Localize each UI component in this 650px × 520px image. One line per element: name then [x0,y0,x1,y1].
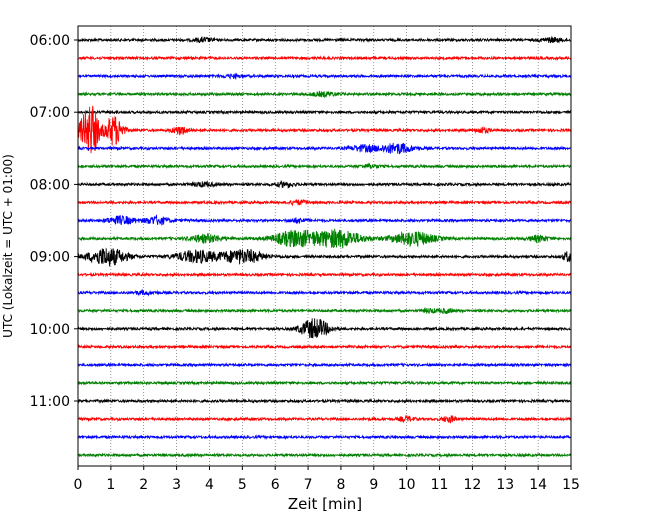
seismogram-traces [77,35,572,459]
x-tick-label-1: 1 [106,477,115,493]
trace-0715 [77,105,572,154]
trace-1145 [77,452,572,459]
trace-0800 [77,179,572,189]
y-tick-label-0800: 08:00 [30,177,70,193]
y-tick-label-0600: 06:00 [30,33,70,49]
trace-0830 [77,214,572,226]
trace-0700 [77,109,572,116]
trace-1045 [77,380,572,386]
trace-0930 [77,288,572,297]
x-axis-label: Zeit [min] [288,495,362,513]
x-tick-label-6: 6 [271,477,280,493]
y-tick-label-0900: 09:00 [30,250,70,266]
trace-1100 [77,398,572,404]
trace-0730 [77,142,572,155]
x-tick-label-0: 0 [74,477,83,493]
trace-0745 [77,162,572,170]
x-tick-label-11: 11 [431,477,449,493]
x-tick-label-7: 7 [304,477,313,493]
x-tick-label-14: 14 [529,477,547,493]
x-tick-label-10: 10 [398,477,416,493]
y-tick-label-0700: 07:00 [30,105,70,121]
trace-1130 [77,434,572,441]
x-tick-label-4: 4 [205,477,214,493]
trace-0630 [77,72,572,80]
trace-0645 [77,90,572,99]
trace-0600 [77,35,572,44]
y-tick-label-1100: 11:00 [30,394,70,410]
trace-0900 [77,248,572,267]
trace-1115 [77,414,572,424]
x-tick-label-5: 5 [238,477,247,493]
trace-0815 [77,199,572,207]
x-axis: 0 1 2 3 4 5 6 7 8 9 10 11 12 13 14 15 [74,466,580,493]
x-tick-label-3: 3 [172,477,181,493]
x-tick-label-12: 12 [463,477,481,493]
y-axis-label: UTC (Lokalzeit = UTC + 01:00) [1,154,15,338]
plot-frame [77,25,572,467]
x-tick-label-2: 2 [139,477,148,493]
trace-0945 [77,306,572,315]
trace-0915 [77,271,572,278]
trace-1000 [77,318,572,339]
trace-1030 [77,361,572,368]
x-tick-label-13: 13 [496,477,514,493]
trace-1015 [77,343,572,350]
y-axis: 06:00 07:00 08:00 09:00 10:00 11:00 [30,33,78,410]
vertical-gridlines [110,26,539,466]
trace-0615 [77,55,572,62]
x-tick-label-9: 9 [369,477,378,493]
y-tick-label-1000: 10:00 [30,322,70,338]
x-tick-label-8: 8 [336,477,345,493]
x-tick-label-15: 15 [562,477,580,493]
trace-0845 [77,228,572,249]
